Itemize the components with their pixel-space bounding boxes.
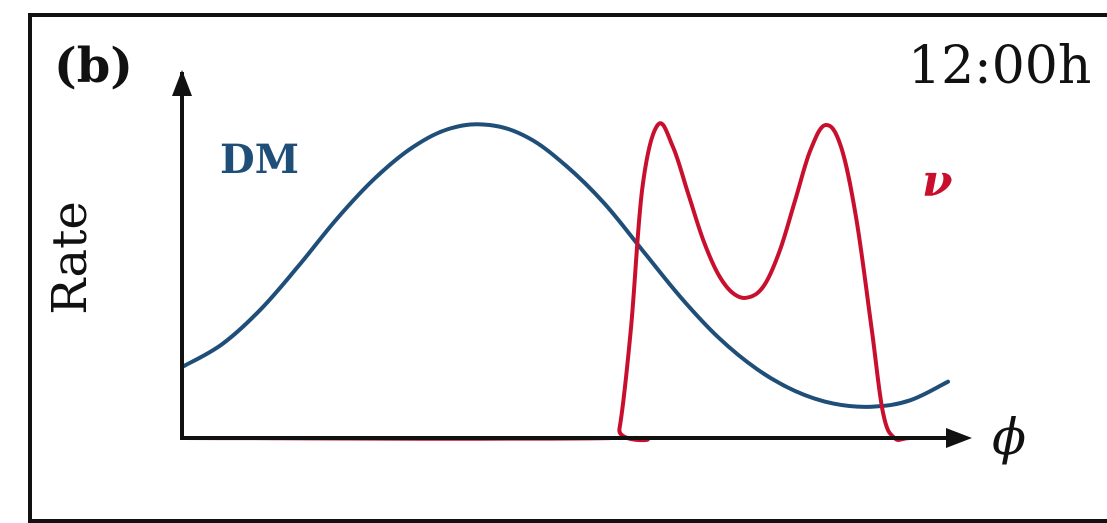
panel-label: (b) bbox=[54, 38, 133, 94]
time-label: 12:00h bbox=[908, 36, 1092, 96]
series-label-dm: DM bbox=[220, 136, 299, 183]
series-line-nu bbox=[182, 121, 950, 443]
series-label-nu: ν bbox=[922, 156, 953, 207]
series-layer bbox=[182, 121, 950, 443]
series-line-dm bbox=[182, 122, 950, 409]
y-axis-arrowhead bbox=[172, 70, 192, 96]
x-axis-arrowhead bbox=[946, 428, 972, 448]
x-axis-label: ϕ bbox=[992, 408, 1027, 466]
plot-area bbox=[172, 70, 972, 448]
